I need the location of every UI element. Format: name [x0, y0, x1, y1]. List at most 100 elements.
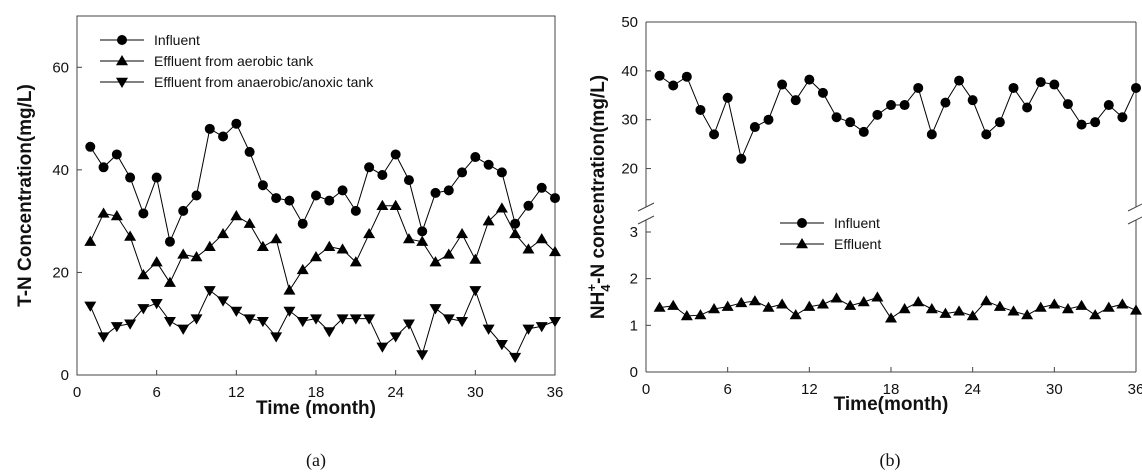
panel-a-data-point [376, 342, 389, 353]
panel-a-data-point [163, 276, 176, 287]
panel-a-data-point [536, 182, 547, 193]
panel-a-data-point [496, 167, 507, 178]
panel-a-data-point [402, 319, 415, 330]
panel-b-ytick-label: 0 [630, 364, 638, 381]
panel-b-data-point [1049, 79, 1060, 90]
panel-a-data-point [271, 193, 282, 204]
panel-a-data-point [243, 217, 256, 228]
panel-b-data-point [994, 117, 1005, 128]
panel-a-data-point [549, 316, 561, 328]
panel-a-data-point [469, 253, 482, 264]
panel-a-data-point [442, 314, 455, 325]
panel-b-series-line [659, 75, 1137, 161]
panel-a-data-point [178, 205, 189, 216]
panel-b-data-point [1090, 117, 1101, 128]
panel-a-data-point [177, 324, 190, 335]
panel-a-data-point [522, 243, 535, 254]
panel-b-data-point [721, 300, 734, 311]
panel-b-data-point [1117, 112, 1128, 123]
panel-b-data-point [803, 300, 816, 311]
panel-b-data-point [762, 301, 775, 312]
panel-b-data-point [953, 305, 966, 316]
panel-b-data-point [722, 92, 733, 103]
panel-a-data-point [336, 314, 349, 325]
panel-a-data-point [124, 230, 137, 241]
panel-b-data-point [817, 87, 828, 98]
panel-b-data-point [749, 122, 760, 133]
panel-b-data-point [1116, 298, 1129, 309]
panel-b-ytick-label: 1 [630, 317, 638, 334]
panel-a-data-point [98, 162, 109, 173]
panel-b-data-point [736, 153, 747, 164]
panel-a-data-point [138, 208, 149, 219]
panel-b-xtick-label: 12 [801, 381, 818, 398]
panel-a-data-point [377, 169, 388, 180]
panel-b-data-point [939, 307, 952, 318]
panel-b-data-point [872, 109, 883, 120]
panel-a-data-point [402, 233, 415, 244]
panel-a-data-point [296, 316, 309, 328]
panel-a-data-point [310, 251, 322, 262]
panel-b-data-point [831, 112, 842, 123]
panel-a-data-point [336, 243, 349, 254]
panel-a-data-point [376, 199, 389, 210]
panel-a-data-point [389, 332, 402, 343]
panel-a-data-point [510, 218, 521, 229]
panel-a-series-2 [84, 286, 561, 364]
panel-a-xtick-label: 36 [547, 384, 564, 401]
panel-b-series-0 [654, 70, 1141, 164]
panel-b-axis-break-mark [1127, 203, 1142, 212]
panel-a-data-point [231, 118, 242, 129]
panel-b-ylabel: NH4+-N concentration(mg/L) [584, 75, 613, 319]
panel-a-data-point [311, 190, 321, 201]
panel-a-data-point [509, 227, 522, 239]
panel-a-data-point [337, 185, 348, 196]
panel-b-data-point [1075, 299, 1088, 310]
panel-b-xtick-label: 36 [1128, 381, 1142, 398]
panel-a-data-point [137, 268, 150, 280]
panel-b-data-point [1034, 301, 1047, 312]
panel-b-data-point [763, 114, 774, 125]
panel-a-data-point [270, 332, 283, 343]
panel-a-data-point [350, 205, 361, 216]
panel-a-series-0 [85, 118, 560, 247]
panel-b-xtick-label: 6 [723, 381, 731, 398]
panel-b-legend-marker [796, 238, 808, 249]
panel-a-data-point [363, 227, 376, 239]
panel-a-data-point [495, 202, 508, 213]
panel-b-xtick-label: 18 [883, 381, 900, 398]
panel-a-data-point [430, 187, 441, 198]
panel-b-data-point [776, 298, 789, 309]
panel-a-data-point [150, 299, 163, 310]
panel-a-data-point [522, 324, 535, 335]
panel-b-data-point [1089, 309, 1102, 320]
panel-a-data-point [84, 235, 97, 246]
panel-a-data-point [416, 350, 429, 361]
panel-a-data-point [535, 322, 548, 333]
panel-a-data-point [110, 322, 123, 333]
panel-b-data-point [885, 312, 897, 323]
panel-b-caption: (b) [880, 450, 901, 471]
panel-b-xtick-label: 0 [642, 381, 650, 398]
panel-a-ytick-label: 0 [61, 367, 69, 384]
panel-a-data-point [84, 301, 97, 312]
panel-a-data-point [324, 195, 335, 206]
panel-b-data-point [940, 97, 951, 108]
panel-a-data-point [270, 233, 283, 244]
panel-b-data-point [912, 296, 925, 307]
panel-a-xtick-label: 30 [467, 384, 484, 401]
panel-b-data-point [1061, 303, 1074, 314]
panel-a-data-point [243, 314, 256, 325]
panel-b-data-point [816, 298, 829, 309]
panel-b-data-point [1048, 298, 1061, 309]
panel-b-ytick-label: 3 [630, 224, 638, 241]
panel-a-ylabel: T-N Concentration(mg/L) [15, 84, 36, 307]
panel-a-data-point [535, 233, 548, 244]
panel-b-data-point [1008, 82, 1019, 93]
panel-a-data-point [177, 248, 190, 259]
panel-a-data-point [203, 286, 216, 297]
panel-b-ytick-label: 40 [621, 63, 638, 80]
panel-b-data-point [748, 295, 761, 306]
panel-a-data-point [416, 235, 429, 246]
panel-b-data-point [680, 310, 693, 321]
